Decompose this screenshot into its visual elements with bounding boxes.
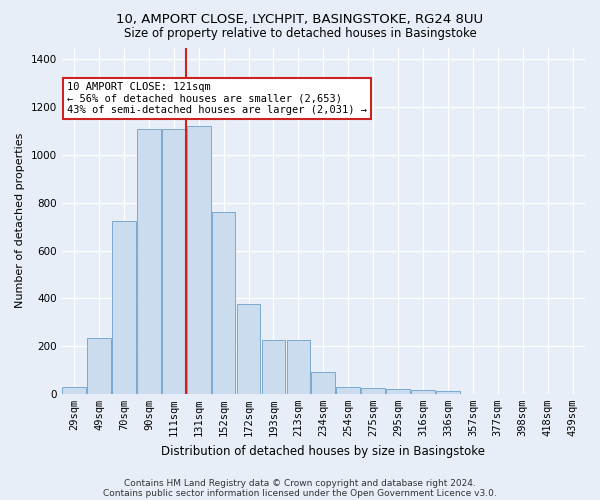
Bar [212, 212, 235, 394]
Bar [237, 304, 260, 394]
Text: Size of property relative to detached houses in Basingstoke: Size of property relative to detached ho… [124, 28, 476, 40]
X-axis label: Distribution of detached houses by size in Basingstoke: Distribution of detached houses by size … [161, 444, 485, 458]
Bar [87, 338, 111, 394]
Bar [137, 128, 161, 394]
Bar [187, 126, 211, 394]
Bar [162, 128, 185, 394]
Bar [361, 388, 385, 394]
Text: 10, AMPORT CLOSE, LYCHPIT, BASINGSTOKE, RG24 8UU: 10, AMPORT CLOSE, LYCHPIT, BASINGSTOKE, … [116, 12, 484, 26]
Bar [287, 340, 310, 394]
Bar [337, 386, 360, 394]
Bar [386, 389, 410, 394]
Bar [262, 340, 286, 394]
Y-axis label: Number of detached properties: Number of detached properties [15, 133, 25, 308]
Text: Contains public sector information licensed under the Open Government Licence v3: Contains public sector information licen… [103, 488, 497, 498]
Text: 10 AMPORT CLOSE: 121sqm
← 56% of detached houses are smaller (2,653)
43% of semi: 10 AMPORT CLOSE: 121sqm ← 56% of detache… [67, 82, 367, 116]
Bar [112, 220, 136, 394]
Text: Contains HM Land Registry data © Crown copyright and database right 2024.: Contains HM Land Registry data © Crown c… [124, 478, 476, 488]
Bar [311, 372, 335, 394]
Bar [411, 390, 435, 394]
Bar [62, 386, 86, 394]
Bar [436, 392, 460, 394]
